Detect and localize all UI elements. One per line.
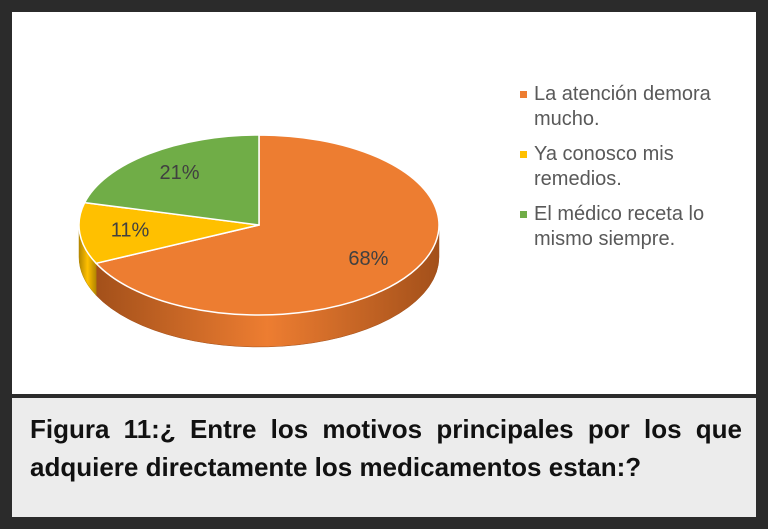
legend-swatch [520,151,527,158]
chart-area: 68% 11% 21% La atención demora mucho. Ya co… [12,12,756,398]
pie-slice [94,134,440,316]
chart: 68% 11% 21% [78,134,440,348]
legend-label: La atención demora mucho. [534,83,711,130]
legend-item: Ya conosco mis remedios. [520,142,740,192]
legend-item: La atención demora mucho. [520,82,740,132]
pie-slice [83,134,260,226]
data-label: 11% [111,219,150,241]
caption: Figura 11:¿ Entre los motivos principale… [30,414,742,482]
data-label: 21% [160,162,200,184]
legend-label: Ya conosco mis remedios. [534,143,674,190]
legend-swatch [520,91,527,98]
legend-swatch [520,211,527,218]
pie-slice [78,201,260,265]
legend: La atención demora mucho. Ya conosco mis … [520,82,740,262]
legend-item: El médico receta lo mismo siempre. [520,202,740,252]
data-label: 68% [348,248,388,270]
legend-label: El médico receta lo mismo siempre. [534,203,705,250]
